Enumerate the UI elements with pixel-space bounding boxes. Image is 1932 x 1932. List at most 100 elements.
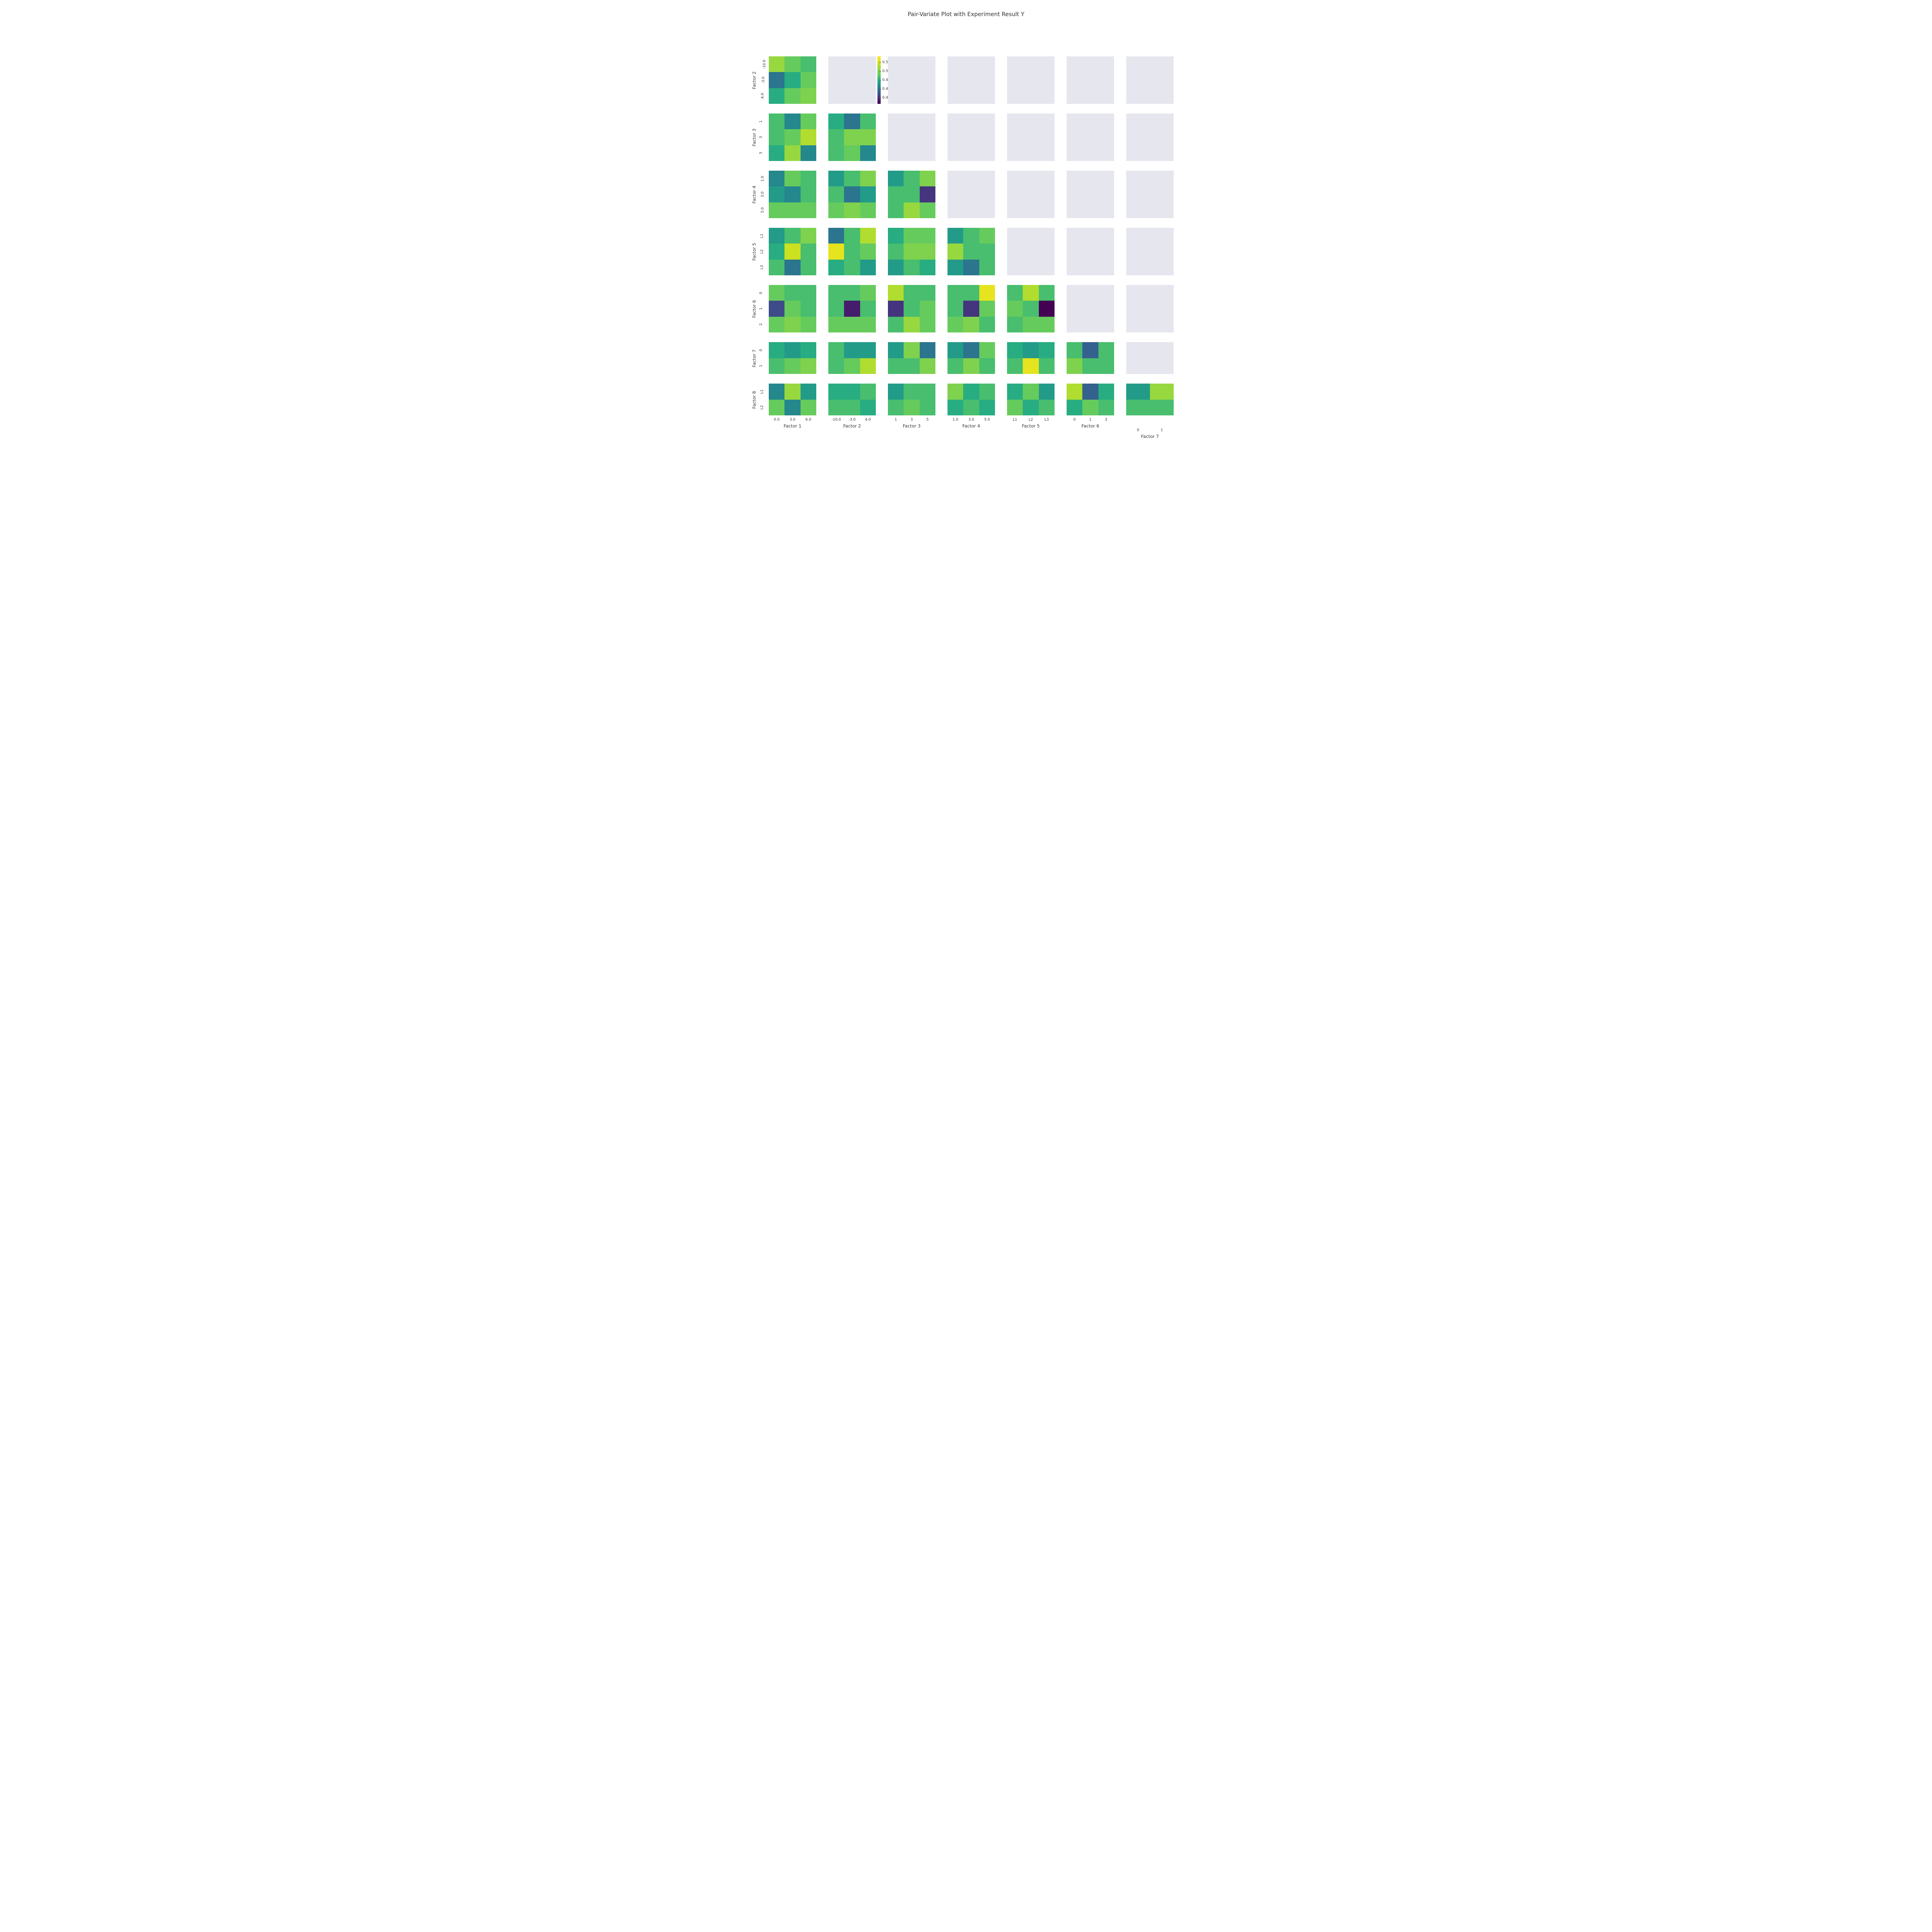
heatmap-cell: [1023, 317, 1038, 332]
y-axis-label: Factor 6: [752, 300, 757, 318]
y-axis-label: Factor 2: [752, 71, 757, 89]
heatmap-cell: [769, 56, 784, 72]
heatmap-cell: [1098, 384, 1114, 400]
heatmap-cell: [769, 145, 784, 161]
x-tick: 6.0: [803, 418, 814, 422]
panel-r0-c2: [888, 56, 935, 104]
empty-panel: [1007, 228, 1055, 275]
heatmap-cell: [844, 358, 860, 374]
panel-grid: 0.540.510.480.450.42-10.0-3.04.0Factor 2…: [769, 56, 1187, 459]
heatmap-cell: [860, 342, 876, 358]
heatmap-cell: [784, 342, 800, 358]
x-axis-label: Factor 4: [947, 423, 995, 429]
heatmap-cell: [844, 171, 860, 186]
heatmap-cell: [801, 186, 816, 202]
panel-r4-c0: [769, 285, 816, 332]
heatmap-cell: [860, 186, 876, 202]
y-tick: -10.0: [763, 60, 767, 69]
panel-r5-c5: [1067, 342, 1114, 374]
heatmap: [769, 228, 816, 275]
panel-r0-c1: [828, 56, 876, 104]
heatmap-cell: [920, 202, 935, 218]
heatmap-cell: [1098, 342, 1114, 358]
heatmap-cell: [801, 358, 816, 374]
empty-panel: [947, 114, 995, 161]
panel-r2-c4: [1007, 171, 1055, 218]
heatmap-cell: [784, 186, 800, 202]
heatmap-cell: [828, 384, 844, 400]
heatmap: [888, 171, 935, 218]
heatmap-cell: [828, 202, 844, 218]
heatmap-cell: [947, 244, 963, 259]
x-tick: 1: [1085, 418, 1096, 422]
heatmap-cell: [828, 285, 844, 301]
x-tick: 5: [922, 418, 933, 422]
panel-r4-c2: [888, 285, 935, 332]
heatmap: [1007, 384, 1055, 415]
heatmap-cell: [769, 400, 784, 416]
x-tick: L1: [1009, 418, 1021, 422]
heatmap-cell: [860, 260, 876, 275]
x-tick: L3: [1041, 418, 1052, 422]
panel-r0-c5: [1067, 56, 1114, 104]
heatmap: [769, 171, 816, 218]
heatmap-cell: [784, 171, 800, 186]
heatmap-cell: [1023, 358, 1038, 374]
heatmap-cell: [828, 129, 844, 145]
heatmap-cell: [784, 301, 800, 316]
y-tick: 5: [759, 152, 763, 154]
heatmap-cell: [844, 114, 860, 129]
x-tick: 2: [1100, 418, 1112, 422]
heatmap-cell: [1067, 342, 1082, 358]
heatmap-cell: [801, 56, 816, 72]
y-tick: 1.0: [761, 175, 765, 181]
heatmap-cell: [904, 244, 919, 259]
heatmap-cell: [860, 358, 876, 374]
heatmap-cell: [963, 384, 979, 400]
heatmap: [888, 285, 935, 332]
heatmap-cell: [963, 244, 979, 259]
heatmap-cell: [769, 358, 784, 374]
x-tick: -3.0: [846, 418, 858, 422]
y-tick: L2: [760, 250, 764, 254]
heatmap-cell: [769, 228, 784, 244]
heatmap-cell: [888, 342, 904, 358]
heatmap-cell: [1150, 384, 1174, 400]
empty-panel: [1126, 228, 1174, 275]
heatmap-cell: [1098, 358, 1114, 374]
heatmap-cell: [801, 384, 816, 400]
panel-r6-c2: [888, 384, 935, 415]
heatmap-cell: [801, 260, 816, 275]
heatmap-cell: [920, 244, 935, 259]
heatmap-cell: [1023, 400, 1038, 416]
panel-r2-c6: [1126, 171, 1174, 218]
heatmap: [1067, 384, 1114, 415]
heatmap-cell: [801, 114, 816, 129]
empty-panel: [888, 56, 935, 104]
heatmap-cell: [888, 358, 904, 374]
panel-r4-c5: [1067, 285, 1114, 332]
x-tick: 1: [1156, 428, 1168, 432]
panel-r0-c3: [947, 56, 995, 104]
heatmap-cell: [888, 244, 904, 259]
heatmap-cell: [828, 342, 844, 358]
heatmap-cell: [828, 145, 844, 161]
x-tick: 0: [1069, 418, 1080, 422]
heatmap-cell: [801, 228, 816, 244]
heatmap-cell: [860, 285, 876, 301]
heatmap-cell: [947, 400, 963, 416]
heatmap-cell: [947, 317, 963, 332]
panel-r2-c1: [828, 171, 876, 218]
heatmap-cell: [844, 301, 860, 316]
empty-panel: [1067, 56, 1114, 104]
heatmap-cell: [1007, 317, 1023, 332]
heatmap-cell: [1023, 301, 1038, 316]
heatmap-cell: [844, 342, 860, 358]
heatmap-cell: [1150, 400, 1174, 416]
y-tick: 1: [759, 120, 763, 123]
panel-r5-c6: [1126, 342, 1174, 374]
panel-r3-c1: [828, 228, 876, 275]
heatmap: [769, 56, 816, 104]
y-axis-label: Factor 3: [752, 128, 757, 146]
heatmap-cell: [784, 88, 800, 104]
